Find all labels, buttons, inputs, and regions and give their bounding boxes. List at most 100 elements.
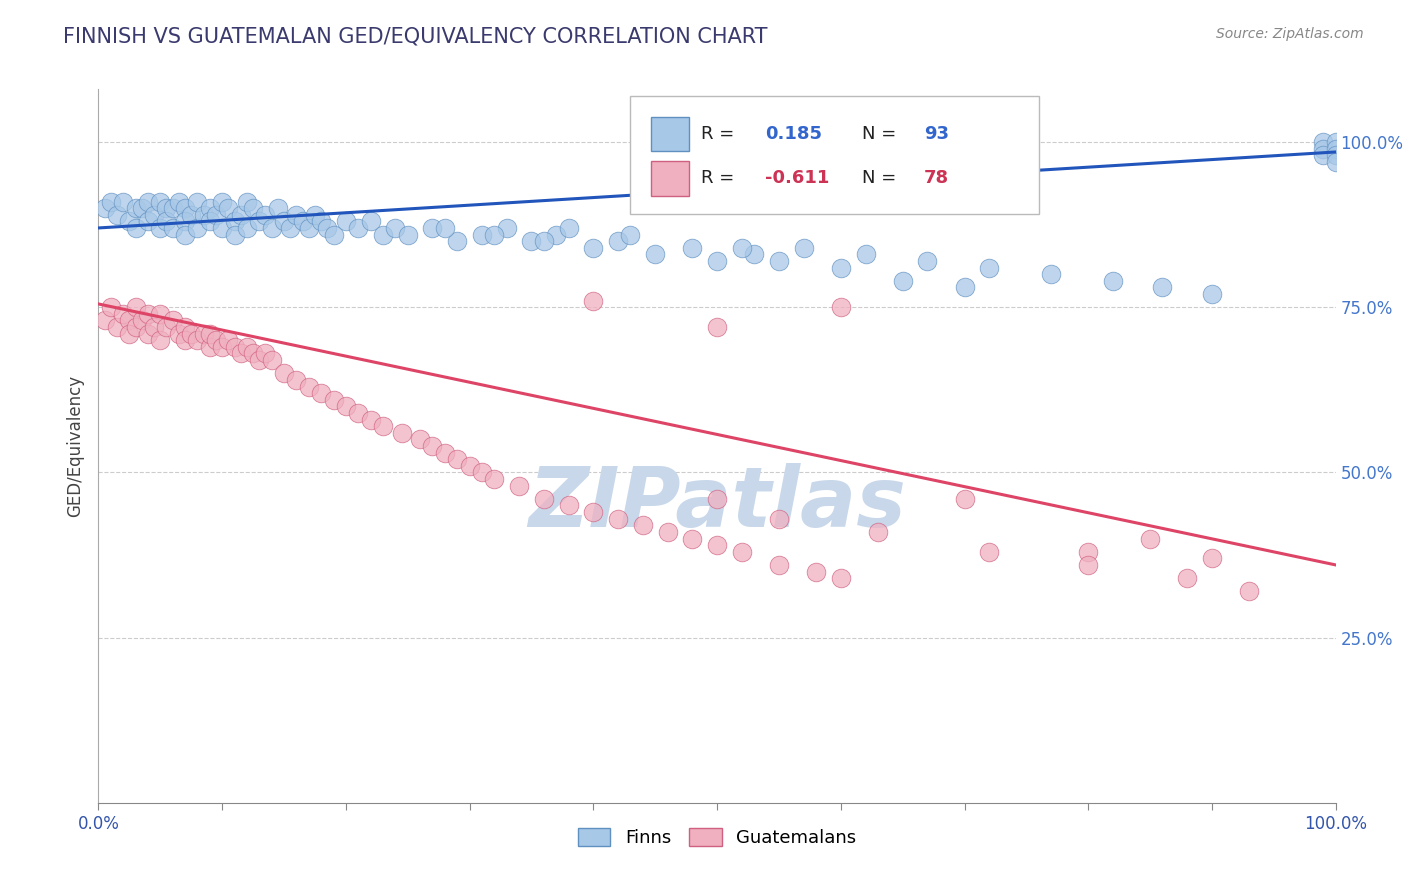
Point bbox=[198, 201, 221, 215]
Point bbox=[409, 433, 432, 447]
Point bbox=[681, 241, 703, 255]
Point bbox=[371, 419, 394, 434]
Point bbox=[706, 320, 728, 334]
Point bbox=[1312, 148, 1334, 162]
Point bbox=[731, 545, 754, 559]
Point bbox=[155, 320, 177, 334]
Point bbox=[830, 300, 852, 314]
Text: 78: 78 bbox=[924, 169, 949, 187]
Point bbox=[422, 439, 444, 453]
Point bbox=[830, 260, 852, 275]
Point bbox=[285, 373, 308, 387]
Legend: Finns, Guatemalans: Finns, Guatemalans bbox=[571, 821, 863, 855]
Point bbox=[93, 313, 115, 327]
Point bbox=[322, 392, 344, 407]
Text: -0.611: -0.611 bbox=[765, 169, 830, 187]
Point bbox=[304, 208, 326, 222]
Point bbox=[316, 221, 339, 235]
Point bbox=[533, 234, 555, 248]
Point bbox=[866, 524, 889, 539]
Point bbox=[224, 340, 246, 354]
Point bbox=[768, 511, 790, 525]
Point bbox=[186, 194, 208, 209]
Point bbox=[143, 208, 166, 222]
Text: R =: R = bbox=[702, 125, 740, 143]
Point bbox=[174, 214, 197, 228]
Point bbox=[124, 201, 146, 215]
Point bbox=[360, 412, 382, 426]
Point bbox=[484, 227, 506, 242]
Point bbox=[546, 227, 568, 242]
Text: N =: N = bbox=[862, 169, 901, 187]
Point bbox=[149, 307, 172, 321]
Point bbox=[471, 227, 494, 242]
Point bbox=[391, 425, 413, 440]
Point bbox=[1312, 142, 1334, 156]
Point bbox=[433, 221, 456, 235]
Point bbox=[254, 208, 277, 222]
Point bbox=[979, 545, 1001, 559]
Point bbox=[136, 307, 159, 321]
Point bbox=[278, 221, 301, 235]
Point bbox=[155, 201, 177, 215]
Point bbox=[198, 326, 221, 341]
Point bbox=[657, 524, 679, 539]
Point bbox=[124, 221, 146, 235]
Point bbox=[224, 214, 246, 228]
Point bbox=[112, 307, 135, 321]
Point bbox=[149, 194, 172, 209]
Point bbox=[371, 227, 394, 242]
Point bbox=[706, 254, 728, 268]
Point bbox=[433, 445, 456, 459]
Point bbox=[224, 227, 246, 242]
Point bbox=[236, 194, 259, 209]
Point bbox=[396, 227, 419, 242]
Point bbox=[458, 458, 481, 473]
Point bbox=[205, 208, 228, 222]
Point bbox=[174, 333, 197, 347]
Point bbox=[174, 227, 197, 242]
Point bbox=[607, 234, 630, 248]
Point bbox=[112, 194, 135, 209]
Point bbox=[1152, 280, 1174, 294]
Point bbox=[706, 538, 728, 552]
Point bbox=[582, 505, 605, 519]
Point bbox=[211, 194, 233, 209]
Point bbox=[131, 313, 153, 327]
Point bbox=[254, 346, 277, 360]
Point bbox=[1312, 135, 1334, 149]
Point bbox=[582, 241, 605, 255]
Point bbox=[143, 320, 166, 334]
Point bbox=[742, 247, 765, 261]
Point bbox=[167, 194, 190, 209]
Point bbox=[229, 208, 252, 222]
Point bbox=[100, 300, 122, 314]
Text: 93: 93 bbox=[924, 125, 949, 143]
Point bbox=[1324, 135, 1347, 149]
Point bbox=[533, 491, 555, 506]
Point bbox=[953, 491, 976, 506]
Point bbox=[186, 333, 208, 347]
Point bbox=[335, 400, 357, 414]
Point bbox=[446, 452, 468, 467]
Point bbox=[953, 280, 976, 294]
Point bbox=[149, 333, 172, 347]
Point bbox=[118, 214, 141, 228]
Point bbox=[298, 221, 321, 235]
Point bbox=[1324, 148, 1347, 162]
Point bbox=[607, 511, 630, 525]
Point bbox=[174, 320, 197, 334]
Point bbox=[193, 326, 215, 341]
Point bbox=[347, 221, 370, 235]
Point bbox=[217, 333, 239, 347]
Point bbox=[247, 353, 270, 368]
Point bbox=[136, 326, 159, 341]
Point bbox=[793, 241, 815, 255]
Point bbox=[260, 221, 283, 235]
Point bbox=[285, 208, 308, 222]
Point bbox=[242, 201, 264, 215]
Point bbox=[162, 221, 184, 235]
Point bbox=[186, 221, 208, 235]
Point bbox=[118, 326, 141, 341]
Point bbox=[804, 565, 827, 579]
